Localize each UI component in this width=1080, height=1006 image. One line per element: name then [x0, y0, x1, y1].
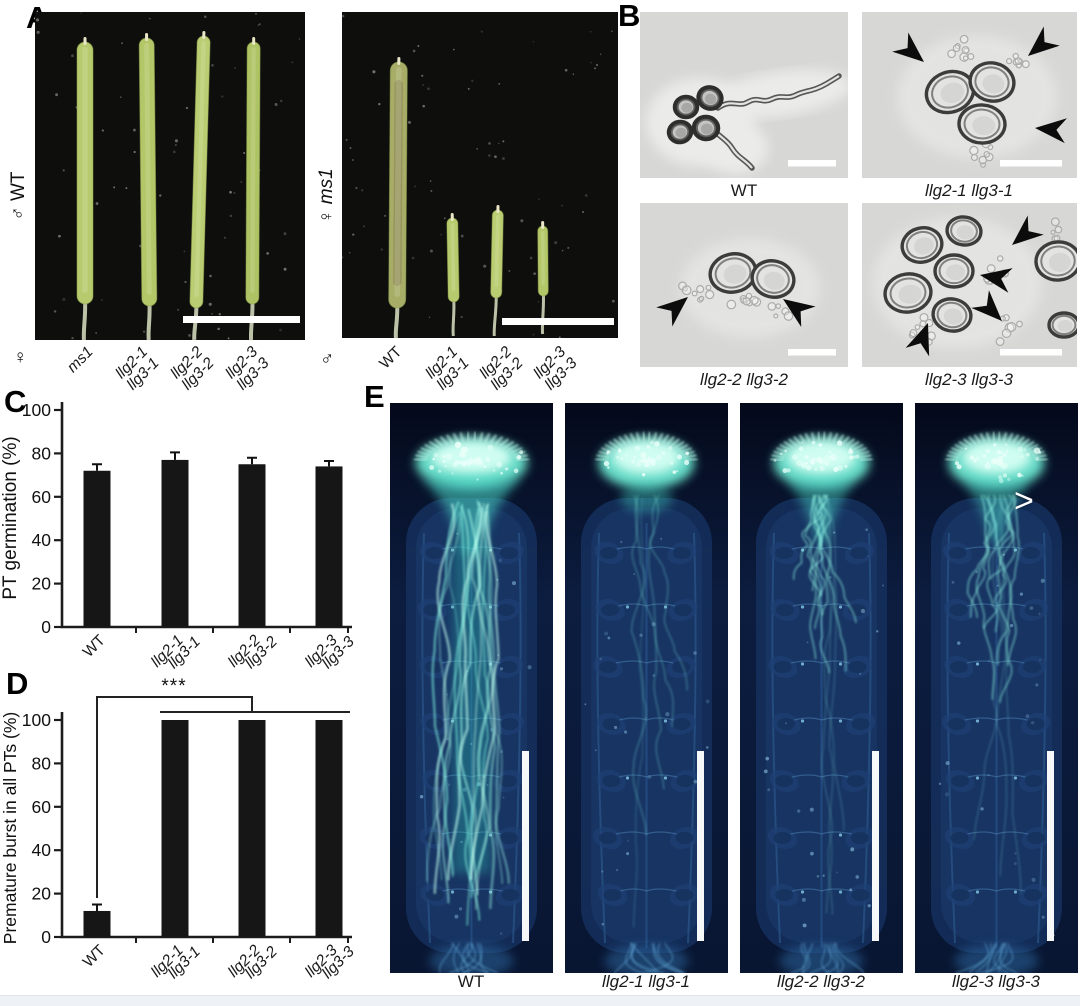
bar — [315, 466, 343, 627]
arrowhead-icon — [905, 323, 930, 357]
sex-symbol: ♀ — [316, 209, 337, 224]
sex-symbol: ♂ — [8, 206, 29, 221]
scale-bar — [183, 316, 300, 323]
panel-b-image-llg2-2-llg3-2 — [640, 203, 848, 367]
scale-bar — [1000, 160, 1062, 167]
panel-e-image-llg2-1-llg3-1 — [565, 403, 728, 973]
genotype-label: llg2-2 llg3-2 — [167, 343, 218, 394]
svg-text:0: 0 — [41, 617, 51, 637]
scale-bar — [1000, 349, 1062, 356]
genotype-label: llg2-3 llg3-3 — [530, 343, 581, 394]
svg-text:100: 100 — [22, 400, 51, 420]
panel-e-caption: llg2-1 llg3-1 — [602, 972, 690, 991]
panel-b-caption: WT — [730, 181, 758, 200]
bar — [161, 459, 189, 627]
arrowhead-icon — [1028, 26, 1060, 56]
error-bar — [92, 903, 102, 911]
panel-e-image-llg2-2-llg3-2 — [740, 403, 903, 973]
panel-b-caption: llg2-2 llg3-2 — [700, 370, 788, 389]
svg-text:80: 80 — [32, 753, 52, 773]
svg-text:Premature burst in all PTs (%): Premature burst in all PTs (%) — [0, 712, 20, 944]
panel-b-image-llg2-3-llg3-3 — [862, 203, 1077, 367]
next-image-chevron-icon[interactable]: > — [1014, 482, 1034, 520]
footer-strip — [0, 995, 1080, 1006]
scale-bar — [522, 751, 529, 941]
bar — [238, 464, 266, 627]
svg-text:40: 40 — [32, 530, 52, 550]
genotype-label: llg2-2 llg3-2 — [476, 343, 527, 394]
scale-bar — [788, 349, 836, 356]
bar — [161, 720, 189, 937]
panel-e-letter: E — [364, 379, 385, 414]
svg-text:40: 40 — [32, 840, 52, 860]
panel-e-image-wt — [390, 403, 553, 973]
svg-text:0: 0 — [41, 927, 51, 947]
bar — [83, 910, 111, 937]
bar — [238, 720, 266, 937]
svg-text:100: 100 — [22, 710, 51, 730]
panel-b-letter: B — [618, 0, 641, 33]
panel-e-caption: WT — [457, 972, 485, 991]
error-bar — [170, 451, 180, 460]
scale-bar — [788, 160, 836, 167]
panel-b-caption: llg2-1 llg3-1 — [925, 181, 1013, 200]
panel-a-left-photo — [35, 12, 305, 340]
genotype-label: ms1 — [63, 343, 97, 377]
scale-bar — [1047, 751, 1054, 941]
significance-stars: *** — [161, 676, 186, 697]
svg-text:80: 80 — [32, 443, 52, 463]
chart-pt-germination: 0 20 40 60 80 100 PT germination (%) WT llg2-1ll… — [0, 388, 362, 693]
bar — [315, 720, 343, 937]
scale-bar — [502, 318, 614, 325]
svg-text:20: 20 — [32, 884, 52, 904]
panel-e-image-llg2-3-llg3-3 — [915, 403, 1078, 973]
arrowhead-icon — [892, 32, 924, 62]
arrowhead-icon — [980, 268, 1013, 293]
scale-bar — [872, 751, 879, 941]
genotype-label: WT — [376, 343, 406, 373]
arrowhead-icon — [971, 290, 1002, 321]
panel-e-caption: llg2-3 llg3-3 — [952, 972, 1040, 991]
arrowhead-icon — [783, 299, 816, 328]
panel-b-caption: llg2-3 llg3-3 — [925, 370, 1013, 389]
error-bar — [247, 456, 257, 465]
svg-text:WT: WT — [80, 631, 109, 660]
arrowhead-icon — [1012, 215, 1044, 245]
arrowhead-icon — [656, 297, 688, 327]
panel-b-image-wt — [640, 12, 848, 178]
svg-text:llg2-1llg3-1: llg2-1llg3-1 — [148, 934, 204, 990]
cross-side-label: ♂ WT — [8, 171, 30, 220]
genotype-label: llg2-1 llg3-1 — [112, 343, 163, 394]
svg-text:WT: WT — [80, 941, 109, 970]
scale-bar — [697, 751, 704, 941]
genotype-label: llg2-1 llg3-1 — [422, 343, 473, 394]
genotype-label: llg2-3 llg3-3 — [222, 343, 273, 394]
svg-text:20: 20 — [32, 574, 52, 594]
panel-a-right-photo — [342, 12, 618, 338]
significance-bracket — [96, 696, 350, 898]
panel-d-letter: D — [6, 666, 29, 701]
error-bar — [324, 459, 334, 467]
error-bar — [92, 463, 102, 471]
arrowhead-icon — [1035, 118, 1067, 144]
sex-symbol: ♀ — [13, 347, 28, 368]
bar — [83, 470, 111, 627]
svg-text:PT germination (%): PT germination (%) — [0, 436, 21, 599]
panel-b-image-llg2-1-llg3-1 — [862, 12, 1077, 178]
chart-premature-burst: 0 20 40 60 80 100 Premature burst in all PTs (… — [0, 670, 380, 1006]
genotype-name: WT — [8, 171, 29, 207]
svg-text:llg2-3llg3-3: llg2-3llg3-3 — [302, 934, 358, 990]
panel-e-caption: llg2-2 llg3-2 — [777, 972, 865, 991]
panel-c-letter: C — [4, 384, 27, 419]
svg-text:llg2-2llg3-2: llg2-2llg3-2 — [225, 934, 281, 990]
genotype-name: ms1 — [316, 168, 337, 210]
svg-text:60: 60 — [32, 487, 52, 507]
sex-symbol: ♂ — [320, 349, 335, 370]
cross-side-label: ♀ ms1 — [316, 168, 338, 223]
svg-text:60: 60 — [32, 797, 52, 817]
